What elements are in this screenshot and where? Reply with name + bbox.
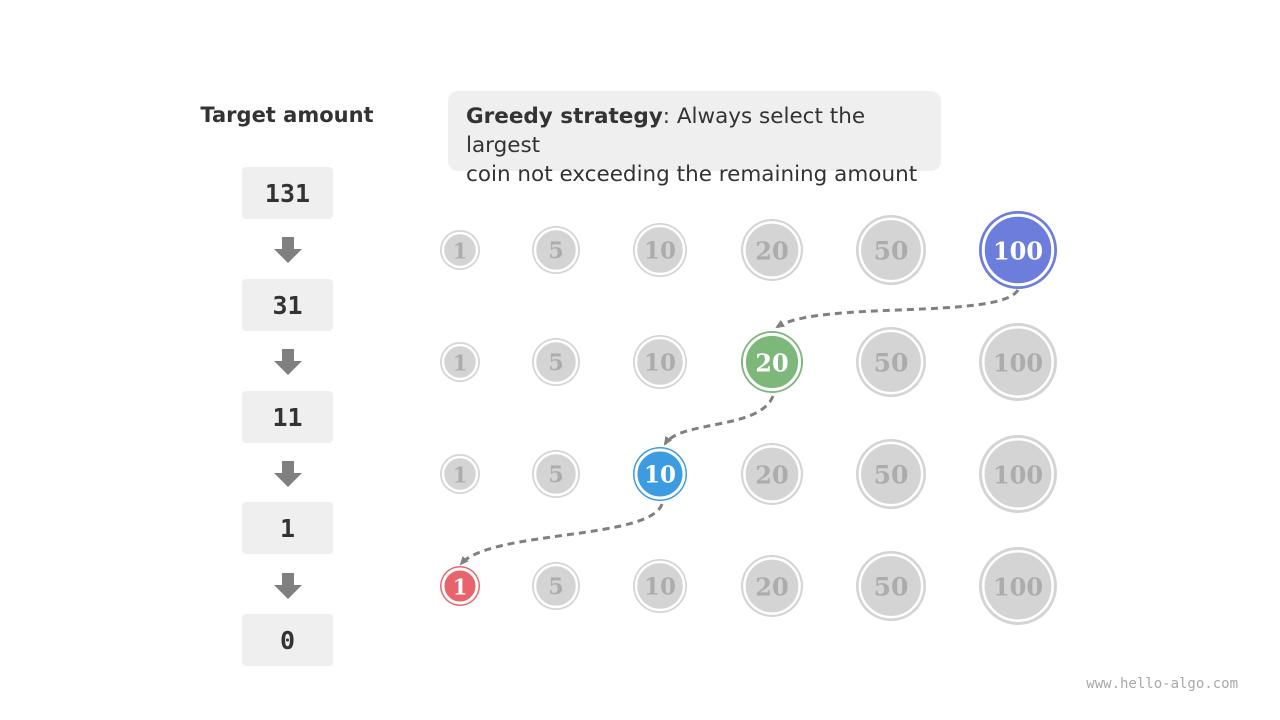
coin-label: 1 — [453, 575, 468, 600]
coin-label: 10 — [644, 462, 676, 489]
coin-ring — [441, 343, 479, 381]
coin-50-row-2: 50 — [856, 327, 926, 397]
target-amount-title: Target amount — [200, 103, 374, 127]
coin-label: 50 — [874, 349, 909, 378]
coin-50-row-1: 50 — [856, 215, 926, 285]
amount-box-0: 131 — [242, 167, 333, 219]
coin-label: 5 — [548, 238, 563, 264]
coin-1-row-3: 1 — [440, 454, 480, 494]
coin-5-row-3: 5 — [532, 450, 580, 498]
coin-ring — [982, 550, 1054, 622]
coin-20-row-4: 20 — [741, 555, 803, 617]
coin-label: 1 — [453, 351, 468, 376]
coin-20-row-3: 20 — [741, 443, 803, 505]
down-arrow-icon — [274, 349, 302, 375]
down-arrow-icon — [274, 461, 302, 487]
coin-label: 100 — [993, 349, 1043, 378]
coin-ring — [982, 438, 1054, 510]
coin-ring — [858, 441, 924, 507]
down-arrow-icon — [274, 573, 302, 599]
coin-50-row-4: 50 — [856, 551, 926, 621]
coin-10-row-1: 10 — [633, 223, 687, 277]
coin-ring — [634, 224, 686, 276]
coin-10-row-3-selected: 10 — [633, 447, 687, 501]
coin-label: 20 — [755, 573, 788, 602]
strategy-text-line1: : Always select the largest — [466, 104, 866, 158]
coin-label: 100 — [993, 573, 1043, 602]
coin-ring — [533, 227, 579, 273]
strategy-text-line2: coin not exceeding the remaining amount — [466, 162, 918, 187]
coin-ring — [533, 451, 579, 497]
coin-label: 5 — [548, 350, 563, 376]
amount-box-1: 31 — [242, 279, 333, 331]
coin-ring — [634, 336, 686, 388]
coin-5-row-1: 5 — [532, 226, 580, 274]
coin-label: 10 — [644, 574, 676, 601]
coin-100-row-3: 100 — [979, 435, 1057, 513]
coin-label: 100 — [993, 237, 1043, 266]
coin-label: 5 — [548, 574, 563, 600]
coin-10-row-4: 10 — [633, 559, 687, 613]
path-20-to-10 — [663, 395, 775, 446]
coin-ring — [441, 231, 479, 269]
coin-20-row-1: 20 — [741, 219, 803, 281]
coin-ring — [533, 339, 579, 385]
coin-ring — [858, 329, 924, 395]
coin-ring — [981, 213, 1055, 287]
coin-1-row-1: 1 — [440, 230, 480, 270]
coin-label: 20 — [755, 237, 788, 266]
coin-ring — [743, 557, 801, 615]
watermark: www.hello-algo.com — [1086, 676, 1238, 692]
selection-paths — [459, 289, 1020, 566]
coin-ring — [742, 332, 802, 392]
coin-1-row-4-selected: 1 — [440, 566, 480, 606]
coin-label: 5 — [548, 462, 563, 488]
coin-ring — [533, 563, 579, 609]
coin-5-row-4: 5 — [532, 562, 580, 610]
coin-100-row-1-selected: 100 — [979, 211, 1057, 289]
coin-ring — [634, 560, 686, 612]
coin-ring — [743, 445, 801, 503]
coin-10-row-2: 10 — [633, 335, 687, 389]
coin-label: 20 — [755, 461, 788, 490]
coin-ring — [441, 567, 479, 605]
coin-label: 1 — [453, 463, 468, 488]
coin-label: 1 — [453, 239, 468, 264]
coin-label: 50 — [874, 573, 909, 602]
coin-ring — [441, 455, 479, 493]
coin-5-row-2: 5 — [532, 338, 580, 386]
coin-ring — [982, 326, 1054, 398]
coin-ring — [858, 553, 924, 619]
coin-ring — [858, 217, 924, 283]
coin-20-row-2-selected: 20 — [741, 331, 803, 393]
coin-1-row-2: 1 — [440, 342, 480, 382]
amount-box-2: 11 — [242, 391, 333, 443]
coin-label: 20 — [755, 349, 788, 378]
amount-box-4: 0 — [242, 614, 333, 666]
coin-label: 10 — [644, 350, 676, 377]
amount-box-3: 1 — [242, 502, 333, 554]
coin-label: 50 — [874, 461, 909, 490]
coin-label: 50 — [874, 237, 909, 266]
coin-ring — [743, 221, 801, 279]
strategy-heading: Greedy strategy — [466, 104, 663, 129]
path-100-to-20 — [775, 289, 1020, 329]
coin-ring — [634, 448, 686, 500]
coin-50-row-3: 50 — [856, 439, 926, 509]
greedy-strategy-note: Greedy strategy: Always select the large… — [448, 91, 941, 187]
coin-100-row-2: 100 — [979, 323, 1057, 401]
coin-label: 100 — [993, 461, 1043, 490]
coin-label: 10 — [644, 238, 676, 265]
down-arrow-icon — [274, 237, 302, 263]
coin-100-row-4: 100 — [979, 547, 1057, 625]
path-10-to-1 — [459, 503, 664, 566]
